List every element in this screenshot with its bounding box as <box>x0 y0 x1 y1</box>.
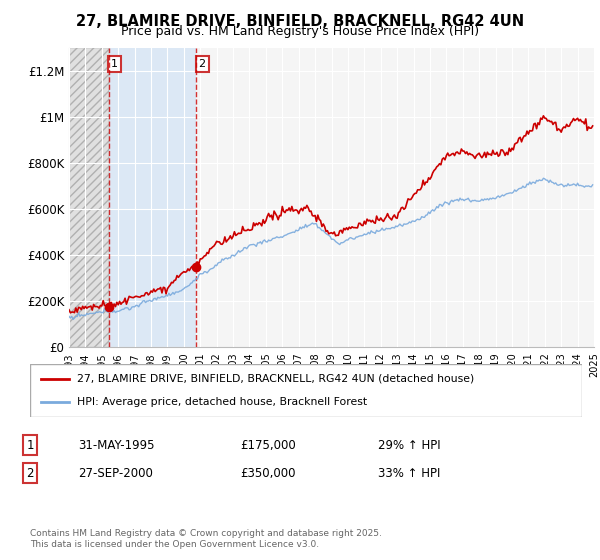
Text: 27, BLAMIRE DRIVE, BINFIELD, BRACKNELL, RG42 4UN (detached house): 27, BLAMIRE DRIVE, BINFIELD, BRACKNELL, … <box>77 374 474 384</box>
Text: 33% ↑ HPI: 33% ↑ HPI <box>378 466 440 480</box>
Bar <box>69 48 109 347</box>
Text: 27-SEP-2000: 27-SEP-2000 <box>78 466 153 480</box>
Text: 1: 1 <box>111 59 118 69</box>
Text: 1: 1 <box>26 438 34 452</box>
Text: HPI: Average price, detached house, Bracknell Forest: HPI: Average price, detached house, Brac… <box>77 397 367 407</box>
Text: 2: 2 <box>26 466 34 480</box>
Text: 27, BLAMIRE DRIVE, BINFIELD, BRACKNELL, RG42 4UN: 27, BLAMIRE DRIVE, BINFIELD, BRACKNELL, … <box>76 14 524 29</box>
Bar <box>69 48 109 347</box>
Text: £175,000: £175,000 <box>240 438 296 452</box>
Text: 29% ↑ HPI: 29% ↑ HPI <box>378 438 440 452</box>
Text: £350,000: £350,000 <box>240 466 296 480</box>
Text: 2: 2 <box>199 59 206 69</box>
Text: Price paid vs. HM Land Registry's House Price Index (HPI): Price paid vs. HM Land Registry's House … <box>121 25 479 38</box>
Text: Contains HM Land Registry data © Crown copyright and database right 2025.
This d: Contains HM Land Registry data © Crown c… <box>30 529 382 549</box>
Text: 31-MAY-1995: 31-MAY-1995 <box>78 438 155 452</box>
Bar <box>109 48 196 347</box>
